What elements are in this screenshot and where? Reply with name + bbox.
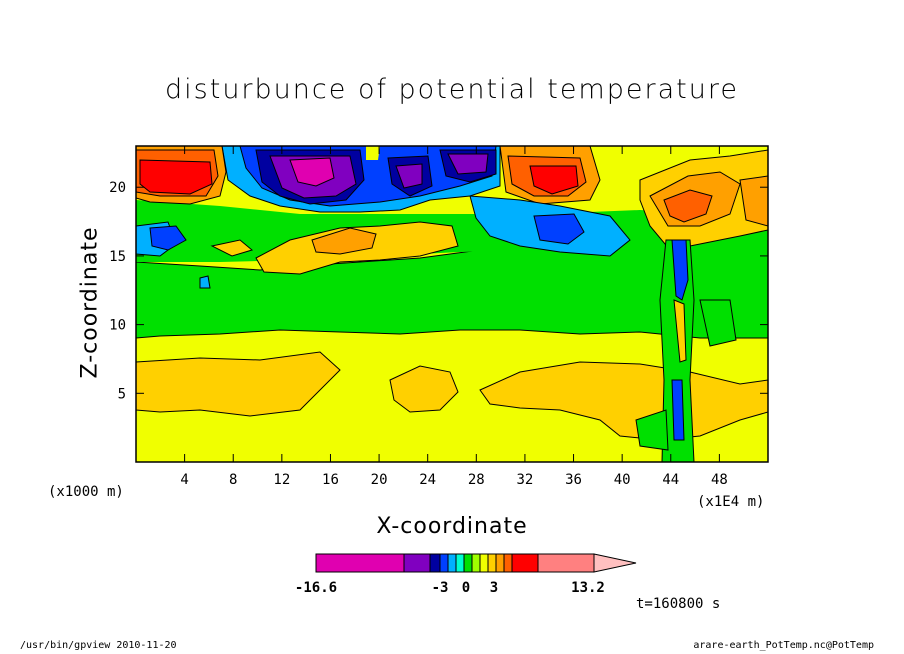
x-tick-label: 4	[180, 472, 188, 488]
colorbar-segment	[495, 553, 505, 573]
colorbar-segment	[511, 553, 539, 573]
colorbar-min-label: -16.6	[295, 580, 337, 596]
x-unit-label: (x1000 m)	[48, 484, 124, 500]
colorbar: -16.6 13.2 -3 0 3	[295, 553, 637, 596]
colorbar-segment	[503, 553, 513, 573]
colorbar-mid-label: 0	[462, 580, 470, 596]
x-tick-label: 28	[468, 472, 485, 488]
colorbar-segment	[403, 553, 431, 573]
colorbar-segment	[455, 553, 465, 573]
colorbar-segment	[537, 553, 595, 573]
colorbar-segment	[487, 553, 497, 573]
colorbar-mid-label: 3	[490, 580, 498, 596]
colorbar-segment	[439, 553, 449, 573]
y-axis: 5 10 15 20	[109, 180, 768, 402]
colorbar-segment	[429, 553, 441, 573]
heatmap-field	[136, 146, 768, 462]
x-axis-label: X-coordinate	[376, 514, 528, 539]
y-tick-label: 10	[109, 318, 126, 334]
footer-left: /usr/bin/gpview 2010-11-20	[20, 640, 177, 651]
x-tick-label: 48	[711, 472, 728, 488]
x-tick-label: 24	[419, 472, 436, 488]
x-tick-label: 16	[322, 472, 339, 488]
colorbar-segment	[471, 553, 481, 573]
y-tick-label: 5	[118, 386, 126, 402]
x-tick-label: 32	[516, 472, 533, 488]
chart-title: disturbunce of potential temperature	[165, 74, 739, 105]
x-tick-label: 40	[614, 472, 631, 488]
x-tick-label: 44	[662, 472, 679, 488]
colorbar-segment	[479, 553, 489, 573]
colorbar-arrow	[593, 553, 637, 573]
colorbar-max-label: 13.2	[571, 580, 605, 596]
x-axis: 4 8 12 16 20 24 28 32 36 40 44 48	[180, 146, 728, 488]
colorbar-segment	[315, 553, 405, 573]
x-tick-label: 20	[371, 472, 388, 488]
y-axis-label: Z-coordinate	[77, 226, 103, 379]
x-tick-label: 36	[565, 472, 582, 488]
footer-right: arare-earth_PotTemp.nc@PotTemp	[693, 640, 874, 651]
colorbar-segment	[463, 553, 473, 573]
x-tick-label: 12	[273, 472, 290, 488]
x-tick-label: 8	[229, 472, 237, 488]
plot-frame	[135, 145, 769, 463]
x-scale-label: (x1E4 m)	[697, 494, 765, 510]
time-label: t=160800 s	[636, 596, 721, 612]
colorbar-mid-label: -3	[432, 580, 449, 596]
colorbar-segment	[447, 553, 457, 573]
y-tick-label: 20	[109, 180, 126, 196]
y-tick-label: 15	[109, 249, 126, 265]
